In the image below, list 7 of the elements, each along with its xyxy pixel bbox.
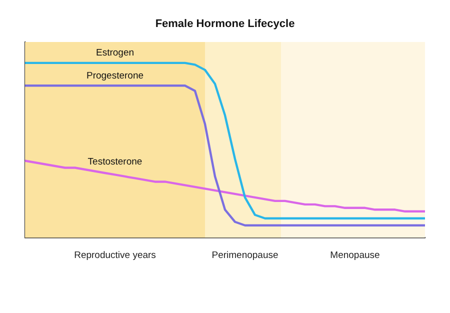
x-tick-label: Perimenopause xyxy=(212,250,278,261)
x-tick-label: Reproductive years xyxy=(74,250,156,261)
chart-title: Female Hormone Lifecycle xyxy=(155,18,295,30)
series-label: Testosterone xyxy=(88,156,142,168)
series-label: Progesterone xyxy=(86,70,144,82)
x-tick-label: Menopause xyxy=(330,250,380,261)
series-label: Estrogen xyxy=(96,48,134,59)
